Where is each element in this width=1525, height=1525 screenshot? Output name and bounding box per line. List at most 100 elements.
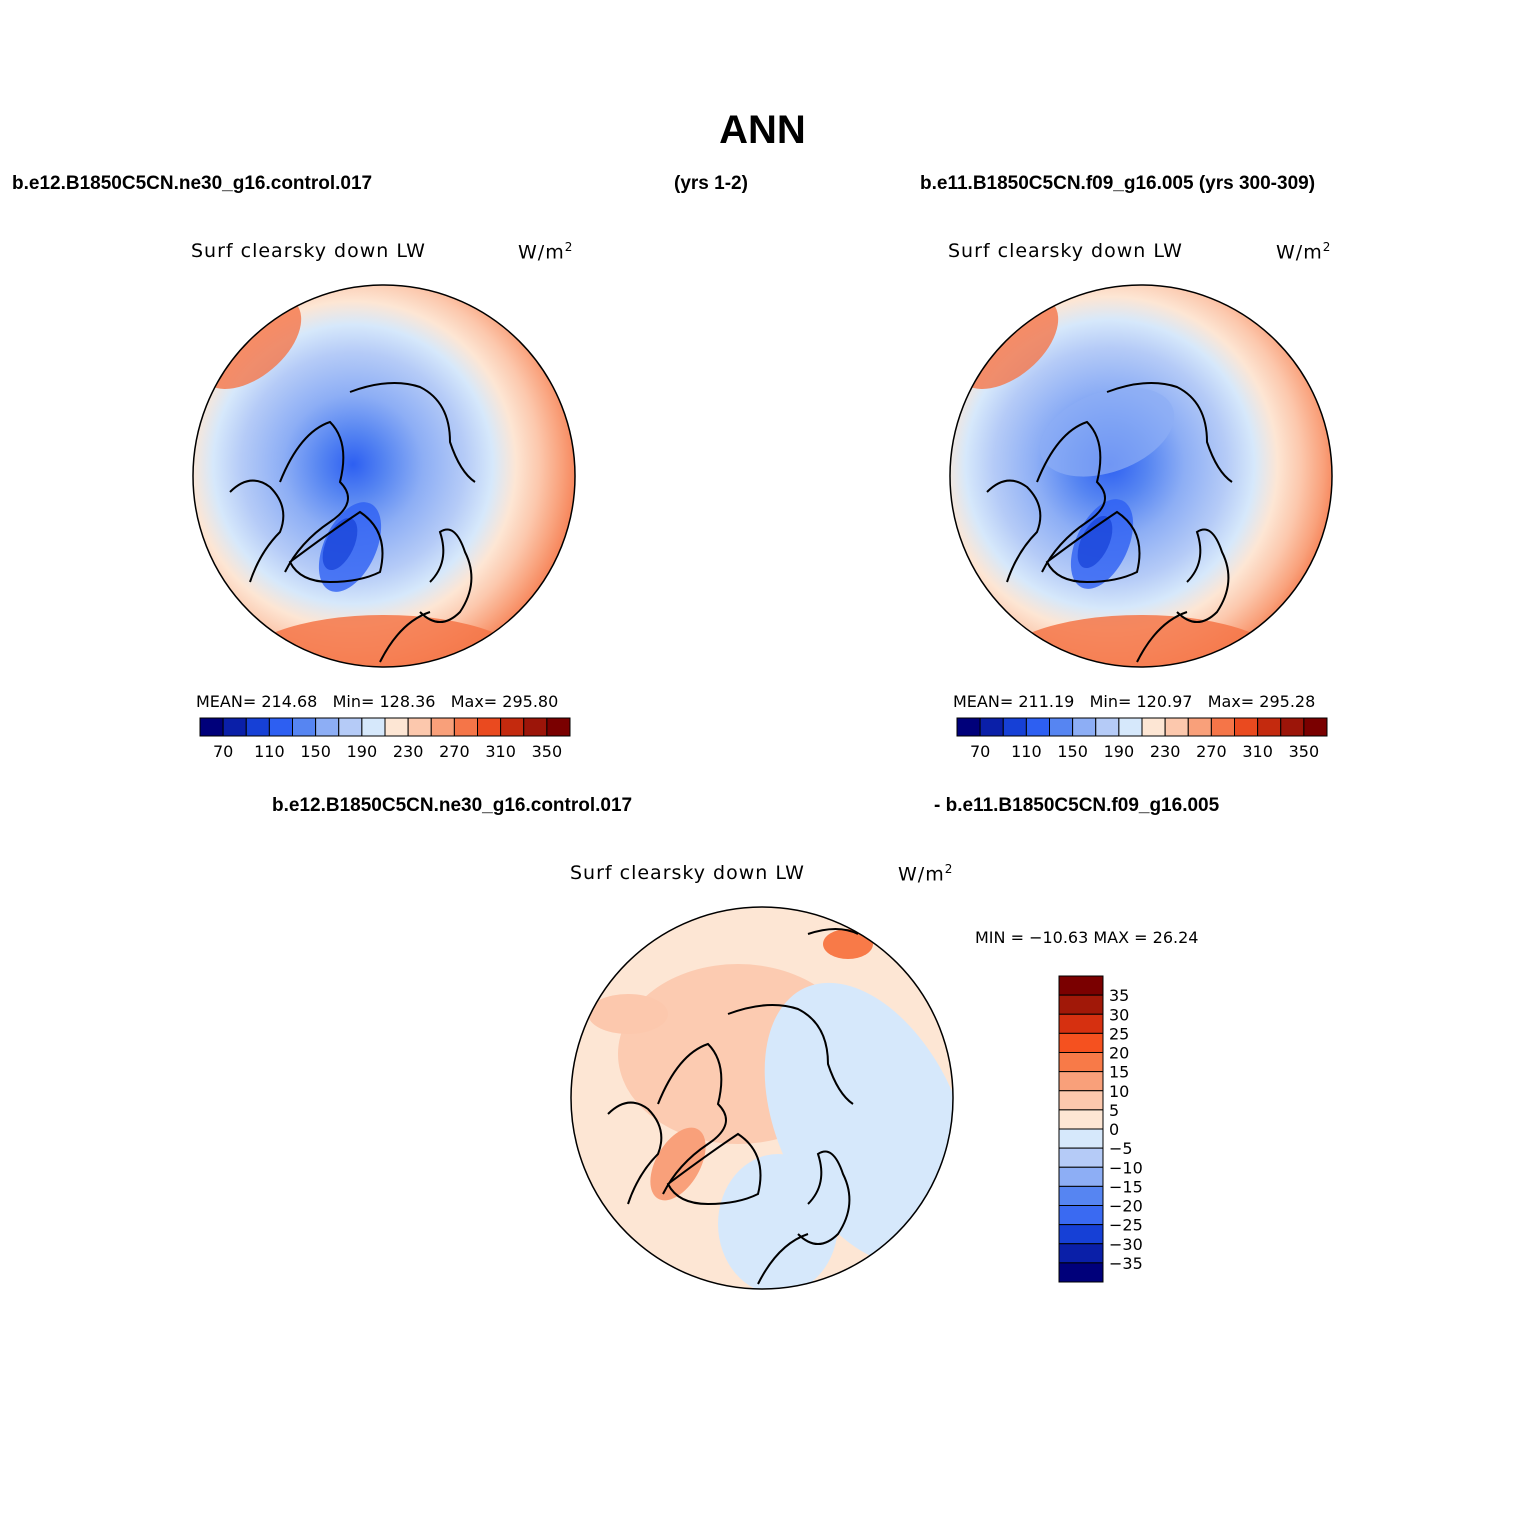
colorbar-swatch xyxy=(268,717,293,737)
colorbar-tick-label: −5 xyxy=(1109,1139,1133,1158)
colorbar-swatch xyxy=(1058,1128,1104,1149)
colorbar-swatch xyxy=(1058,1013,1104,1034)
colorbar-swatch xyxy=(1058,1109,1104,1130)
colorbar-swatch xyxy=(1002,717,1027,737)
colorbar-tick-label: −15 xyxy=(1109,1177,1143,1196)
colorbar-tick-label: 270 xyxy=(1196,742,1227,761)
colorbar-tick-label: 35 xyxy=(1109,986,1129,1005)
colorbar-tick-label: 230 xyxy=(1150,742,1181,761)
colorbar-tick-label: 110 xyxy=(254,742,285,761)
colorbar-swatch xyxy=(1058,1262,1104,1283)
colorbar-swatch xyxy=(430,717,455,737)
panel2-units: W/m2 xyxy=(1276,240,1332,264)
colorbar-swatch xyxy=(1164,717,1189,737)
colorbar-swatch xyxy=(407,717,432,737)
years-left: (yrs 1-2) xyxy=(674,173,748,194)
panel1-units: W/m2 xyxy=(518,240,574,264)
colorbar-swatch xyxy=(500,717,525,737)
colorbar-swatch xyxy=(1025,717,1050,737)
colorbar-tick-label: 70 xyxy=(213,742,233,761)
colorbar-tick-label: 20 xyxy=(1109,1044,1129,1063)
colorbar-swatch xyxy=(292,717,317,737)
colorbar-tick-label: 190 xyxy=(347,742,378,761)
colorbar-swatch xyxy=(453,717,478,737)
colorbar-swatch xyxy=(1280,717,1305,737)
colorbar-swatch xyxy=(315,717,340,737)
colorbar-swatch xyxy=(1058,994,1104,1015)
diff-stats: MIN = −10.63 MAX = 26.24 xyxy=(975,928,1199,947)
colorbar-swatch xyxy=(338,717,363,737)
colorbar-swatch xyxy=(1058,1052,1104,1073)
colorbar-swatch xyxy=(1257,717,1282,737)
colorbar-swatch xyxy=(1058,1224,1104,1245)
colorbar-swatch xyxy=(546,717,571,737)
colorbar-swatch xyxy=(1058,1090,1104,1111)
colorbar-swatch xyxy=(1210,717,1235,737)
colorbar-tick-label: −10 xyxy=(1109,1158,1143,1177)
panel3-units: W/m2 xyxy=(898,862,954,886)
colorbar-tick-label: 270 xyxy=(439,742,470,761)
colorbar-swatch xyxy=(1058,1032,1104,1053)
colorbar-tick-label: 190 xyxy=(1104,742,1135,761)
case-name-right: b.e11.B1850C5CN.f09_g16.005 (yrs 300-309… xyxy=(920,173,1316,194)
colorbar-tick-label: 350 xyxy=(1289,742,1320,761)
colorbar-swatch xyxy=(1049,717,1074,737)
colorbar-tick-label: 25 xyxy=(1109,1024,1129,1043)
colorbar-swatch xyxy=(1058,975,1104,996)
case-name-left: b.e12.B1850C5CN.ne30_g16.control.017 xyxy=(12,173,373,194)
colorbar-tick-label: 15 xyxy=(1109,1063,1129,1082)
colorbar-swatch xyxy=(199,717,224,737)
panel1-stats: MEAN= 214.68 Min= 128.36 Max= 295.80 xyxy=(196,692,559,711)
panel1-variable-title: Surf clearsky down LW xyxy=(191,240,426,262)
colorbar-swatch xyxy=(361,717,386,737)
colorbar-tick-label: 0 xyxy=(1109,1120,1119,1139)
colorbar-tick-label: 230 xyxy=(393,742,424,761)
colorbar-swatch xyxy=(384,717,409,737)
colorbar-tick-label: 5 xyxy=(1109,1101,1119,1120)
colorbar-swatch xyxy=(1058,1243,1104,1264)
panel2-variable-title: Surf clearsky down LW xyxy=(948,240,1183,262)
colorbar-swatch xyxy=(1058,1166,1104,1187)
colorbar-tick-label: 10 xyxy=(1109,1082,1129,1101)
colorbar-swatch xyxy=(1072,717,1097,737)
colorbar-tick-label: −20 xyxy=(1109,1197,1143,1216)
panel2-stats: MEAN= 211.19 Min= 120.97 Max= 295.28 xyxy=(953,692,1316,711)
colorbar-tick-label: 110 xyxy=(1011,742,1042,761)
panel1-colorbar: 70 110 150 190 230 270 310 350 xyxy=(199,717,571,761)
diff-polar-map xyxy=(570,906,954,1290)
colorbar-tick-label: 150 xyxy=(1057,742,1088,761)
diff-case-left: b.e12.B1850C5CN.ne30_g16.control.017 xyxy=(272,795,633,816)
colorbar-tick-label: 70 xyxy=(970,742,990,761)
colorbar-swatch xyxy=(979,717,1004,737)
colorbar-tick-label: 310 xyxy=(1242,742,1273,761)
colorbar-tick-label: 150 xyxy=(300,742,331,761)
colorbar-swatch xyxy=(1234,717,1259,737)
colorbar-swatch xyxy=(1187,717,1212,737)
colorbar-swatch xyxy=(477,717,502,737)
panel2-polar-map xyxy=(949,284,1333,668)
diff-case-right: - b.e11.B1850C5CN.f09_g16.005 xyxy=(934,795,1220,816)
colorbar-tick-label: −35 xyxy=(1109,1254,1143,1273)
colorbar-swatch xyxy=(1303,717,1328,737)
colorbar-swatch xyxy=(245,717,270,737)
panel1-polar-map xyxy=(192,284,576,668)
colorbar-swatch xyxy=(222,717,247,737)
colorbar-swatch xyxy=(523,717,548,737)
colorbar-tick-label: −30 xyxy=(1109,1235,1143,1254)
colorbar-tick-label: 350 xyxy=(532,742,563,761)
colorbar-swatch xyxy=(1058,1071,1104,1092)
colorbar-tick-label: 30 xyxy=(1109,1005,1129,1024)
colorbar-swatch xyxy=(1058,1147,1104,1168)
colorbar-swatch xyxy=(1118,717,1143,737)
colorbar-swatch xyxy=(1058,1205,1104,1226)
page-title: ANN xyxy=(719,108,806,152)
panel3-variable-title: Surf clearsky down LW xyxy=(570,862,805,884)
colorbar-swatch xyxy=(956,717,981,737)
colorbar-swatch xyxy=(1058,1185,1104,1206)
colorbar-swatch xyxy=(1095,717,1120,737)
colorbar-swatch xyxy=(1141,717,1166,737)
colorbar-tick-label: 310 xyxy=(485,742,516,761)
colorbar-tick-label: −25 xyxy=(1109,1216,1143,1235)
panel2-colorbar: 70 110 150 190 230 270 310 350 xyxy=(956,717,1328,761)
